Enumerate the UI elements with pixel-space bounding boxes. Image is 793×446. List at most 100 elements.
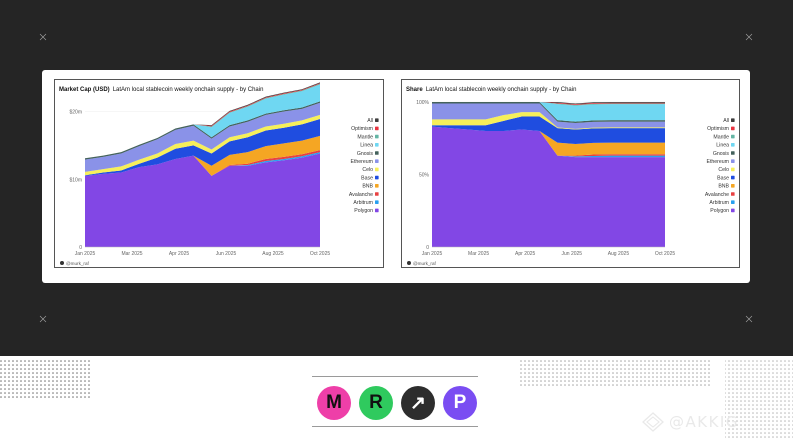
area-linea xyxy=(432,102,665,122)
x-tick-label: Oct 2025 xyxy=(655,251,676,257)
credit-text: @murk_raf xyxy=(66,261,90,266)
legend-swatch-polygon xyxy=(731,208,735,213)
legend-swatch-avalanche xyxy=(375,192,379,196)
legend-label-celo: Celo xyxy=(362,167,373,173)
legend-swatch-gnosis xyxy=(731,151,735,155)
legend-label-mantle: Mantle xyxy=(357,134,373,140)
x-tick-label: Jan 2025 xyxy=(422,251,443,257)
x-tick-label: Oct 2025 xyxy=(310,251,331,257)
legend-swatch-gnosis xyxy=(375,151,379,155)
legend-label-linea: Linea xyxy=(360,143,373,149)
footer-logos: M R ↗ P xyxy=(317,386,477,422)
share-chart-panel: Share LatAm local stablecoin weekly oncha… xyxy=(401,79,740,268)
legend-swatch-base xyxy=(731,175,735,180)
market-cap-chart: Market Cap (USD) LatAm local stablecoin w… xyxy=(59,82,379,266)
legend-label-optimism: Optimism xyxy=(707,126,729,132)
legend-label-optimism: Optimism xyxy=(351,126,373,132)
legend-label-avalanche: Avalanche xyxy=(349,192,373,198)
legend-label-all: All xyxy=(367,118,373,124)
charts-card: Market Cap (USD) LatAm local stablecoin w… xyxy=(42,70,750,283)
legend-label-gnosis: Gnosis xyxy=(357,151,374,157)
legend-label-base: Base xyxy=(361,175,373,181)
legend-label-base: Base xyxy=(717,175,729,181)
area-ethereum xyxy=(432,103,665,129)
legend-swatch-mantle xyxy=(375,134,379,139)
legend-swatch-base xyxy=(375,175,379,180)
x-tick-label: Aug 2025 xyxy=(262,251,284,257)
y-tick-label: 0 xyxy=(426,245,429,251)
area-polygon xyxy=(432,126,665,247)
legend-swatch-ethereum xyxy=(731,159,735,163)
y-tick-label: 100% xyxy=(416,100,429,106)
legend-swatch-arbitrum xyxy=(375,200,379,204)
area-all xyxy=(432,102,665,105)
area-bnb xyxy=(432,126,665,156)
legend-swatch-linea xyxy=(375,143,379,147)
area-optimism xyxy=(432,102,665,105)
legend-label-ethereum: Ethereum xyxy=(351,159,374,165)
legend-label-linea: Linea xyxy=(716,143,729,149)
credit-avatar-icon xyxy=(60,261,64,265)
legend-label-ethereum: Ethereum xyxy=(707,159,730,165)
area-gnosis xyxy=(432,102,665,124)
legend-label-bnb: BNB xyxy=(362,184,373,190)
market-cap-chart-panel: Market Cap (USD) LatAm local stablecoin w… xyxy=(54,79,384,268)
legend-swatch-mantle xyxy=(731,134,735,139)
legend-swatch-linea xyxy=(731,143,735,147)
area-base xyxy=(85,119,320,176)
credit-text: @murk_raf xyxy=(413,261,437,266)
area-base xyxy=(432,116,665,145)
legend-label-bnb: BNB xyxy=(718,184,729,190)
y-tick-label: $10m xyxy=(69,177,82,183)
p-logo: P xyxy=(443,386,477,420)
x-tick-label: Jan 2025 xyxy=(75,251,96,257)
r-logo: R xyxy=(359,386,393,420)
legend-swatch-ethereum xyxy=(375,159,379,163)
area-bnb xyxy=(85,135,320,176)
area-linea xyxy=(85,84,320,159)
x-tick-label: Jun 2025 xyxy=(216,251,237,257)
y-tick-label: 50% xyxy=(419,173,430,179)
share-chart: Share LatAm local stablecoin weekly oncha… xyxy=(406,87,735,266)
x-tick-label: Mar 2025 xyxy=(121,251,142,257)
area-celo xyxy=(85,114,320,176)
watermark-text: @AKKIG xyxy=(669,413,739,431)
area-polygon xyxy=(85,153,320,247)
legend-swatch-polygon xyxy=(375,208,379,213)
legend-label-arbitrum: Arbitrum xyxy=(353,200,373,206)
y-tick-label: $20m xyxy=(69,110,82,116)
watermark: @AKKIG xyxy=(641,410,739,434)
legend-label-gnosis: Gnosis xyxy=(713,151,730,157)
legend-swatch-optimism xyxy=(375,126,379,131)
legend-label-arbitrum: Arbitrum xyxy=(709,200,729,206)
legend-label-mantle: Mantle xyxy=(713,134,729,140)
legend-swatch-arbitrum xyxy=(731,200,735,204)
arrow-logo: ↗ xyxy=(401,386,435,420)
area-celo xyxy=(432,112,665,130)
x-tick-label: Apr 2025 xyxy=(169,251,190,257)
legend-swatch-avalanche xyxy=(731,192,735,196)
area-mantle xyxy=(432,102,665,106)
x-tick-label: Apr 2025 xyxy=(515,251,536,257)
legend-swatch-bnb xyxy=(731,184,735,188)
credit-avatar-icon xyxy=(407,261,411,265)
legend-swatch-celo xyxy=(731,167,735,172)
legend-label-avalanche: Avalanche xyxy=(705,192,729,198)
legend-swatch-celo xyxy=(375,167,379,172)
legend-swatch-bnb xyxy=(375,184,379,188)
legend-swatch-optimism xyxy=(731,126,735,131)
legend-swatch-all xyxy=(375,118,379,122)
m-logo: M xyxy=(317,386,351,420)
area-ethereum xyxy=(85,102,320,172)
legend-label-polygon: Polygon xyxy=(354,208,373,214)
chart-title: Share LatAm local stablecoin weekly oncha… xyxy=(406,87,576,93)
y-tick-label: 0 xyxy=(79,245,82,251)
legend-swatch-all xyxy=(731,118,735,122)
x-tick-label: Jun 2025 xyxy=(562,251,583,257)
legend-label-all: All xyxy=(723,118,729,124)
x-tick-label: Mar 2025 xyxy=(468,251,489,257)
legend-label-polygon: Polygon xyxy=(710,208,729,214)
legend-label-celo: Celo xyxy=(718,167,729,173)
footer-rule-top xyxy=(312,376,478,377)
